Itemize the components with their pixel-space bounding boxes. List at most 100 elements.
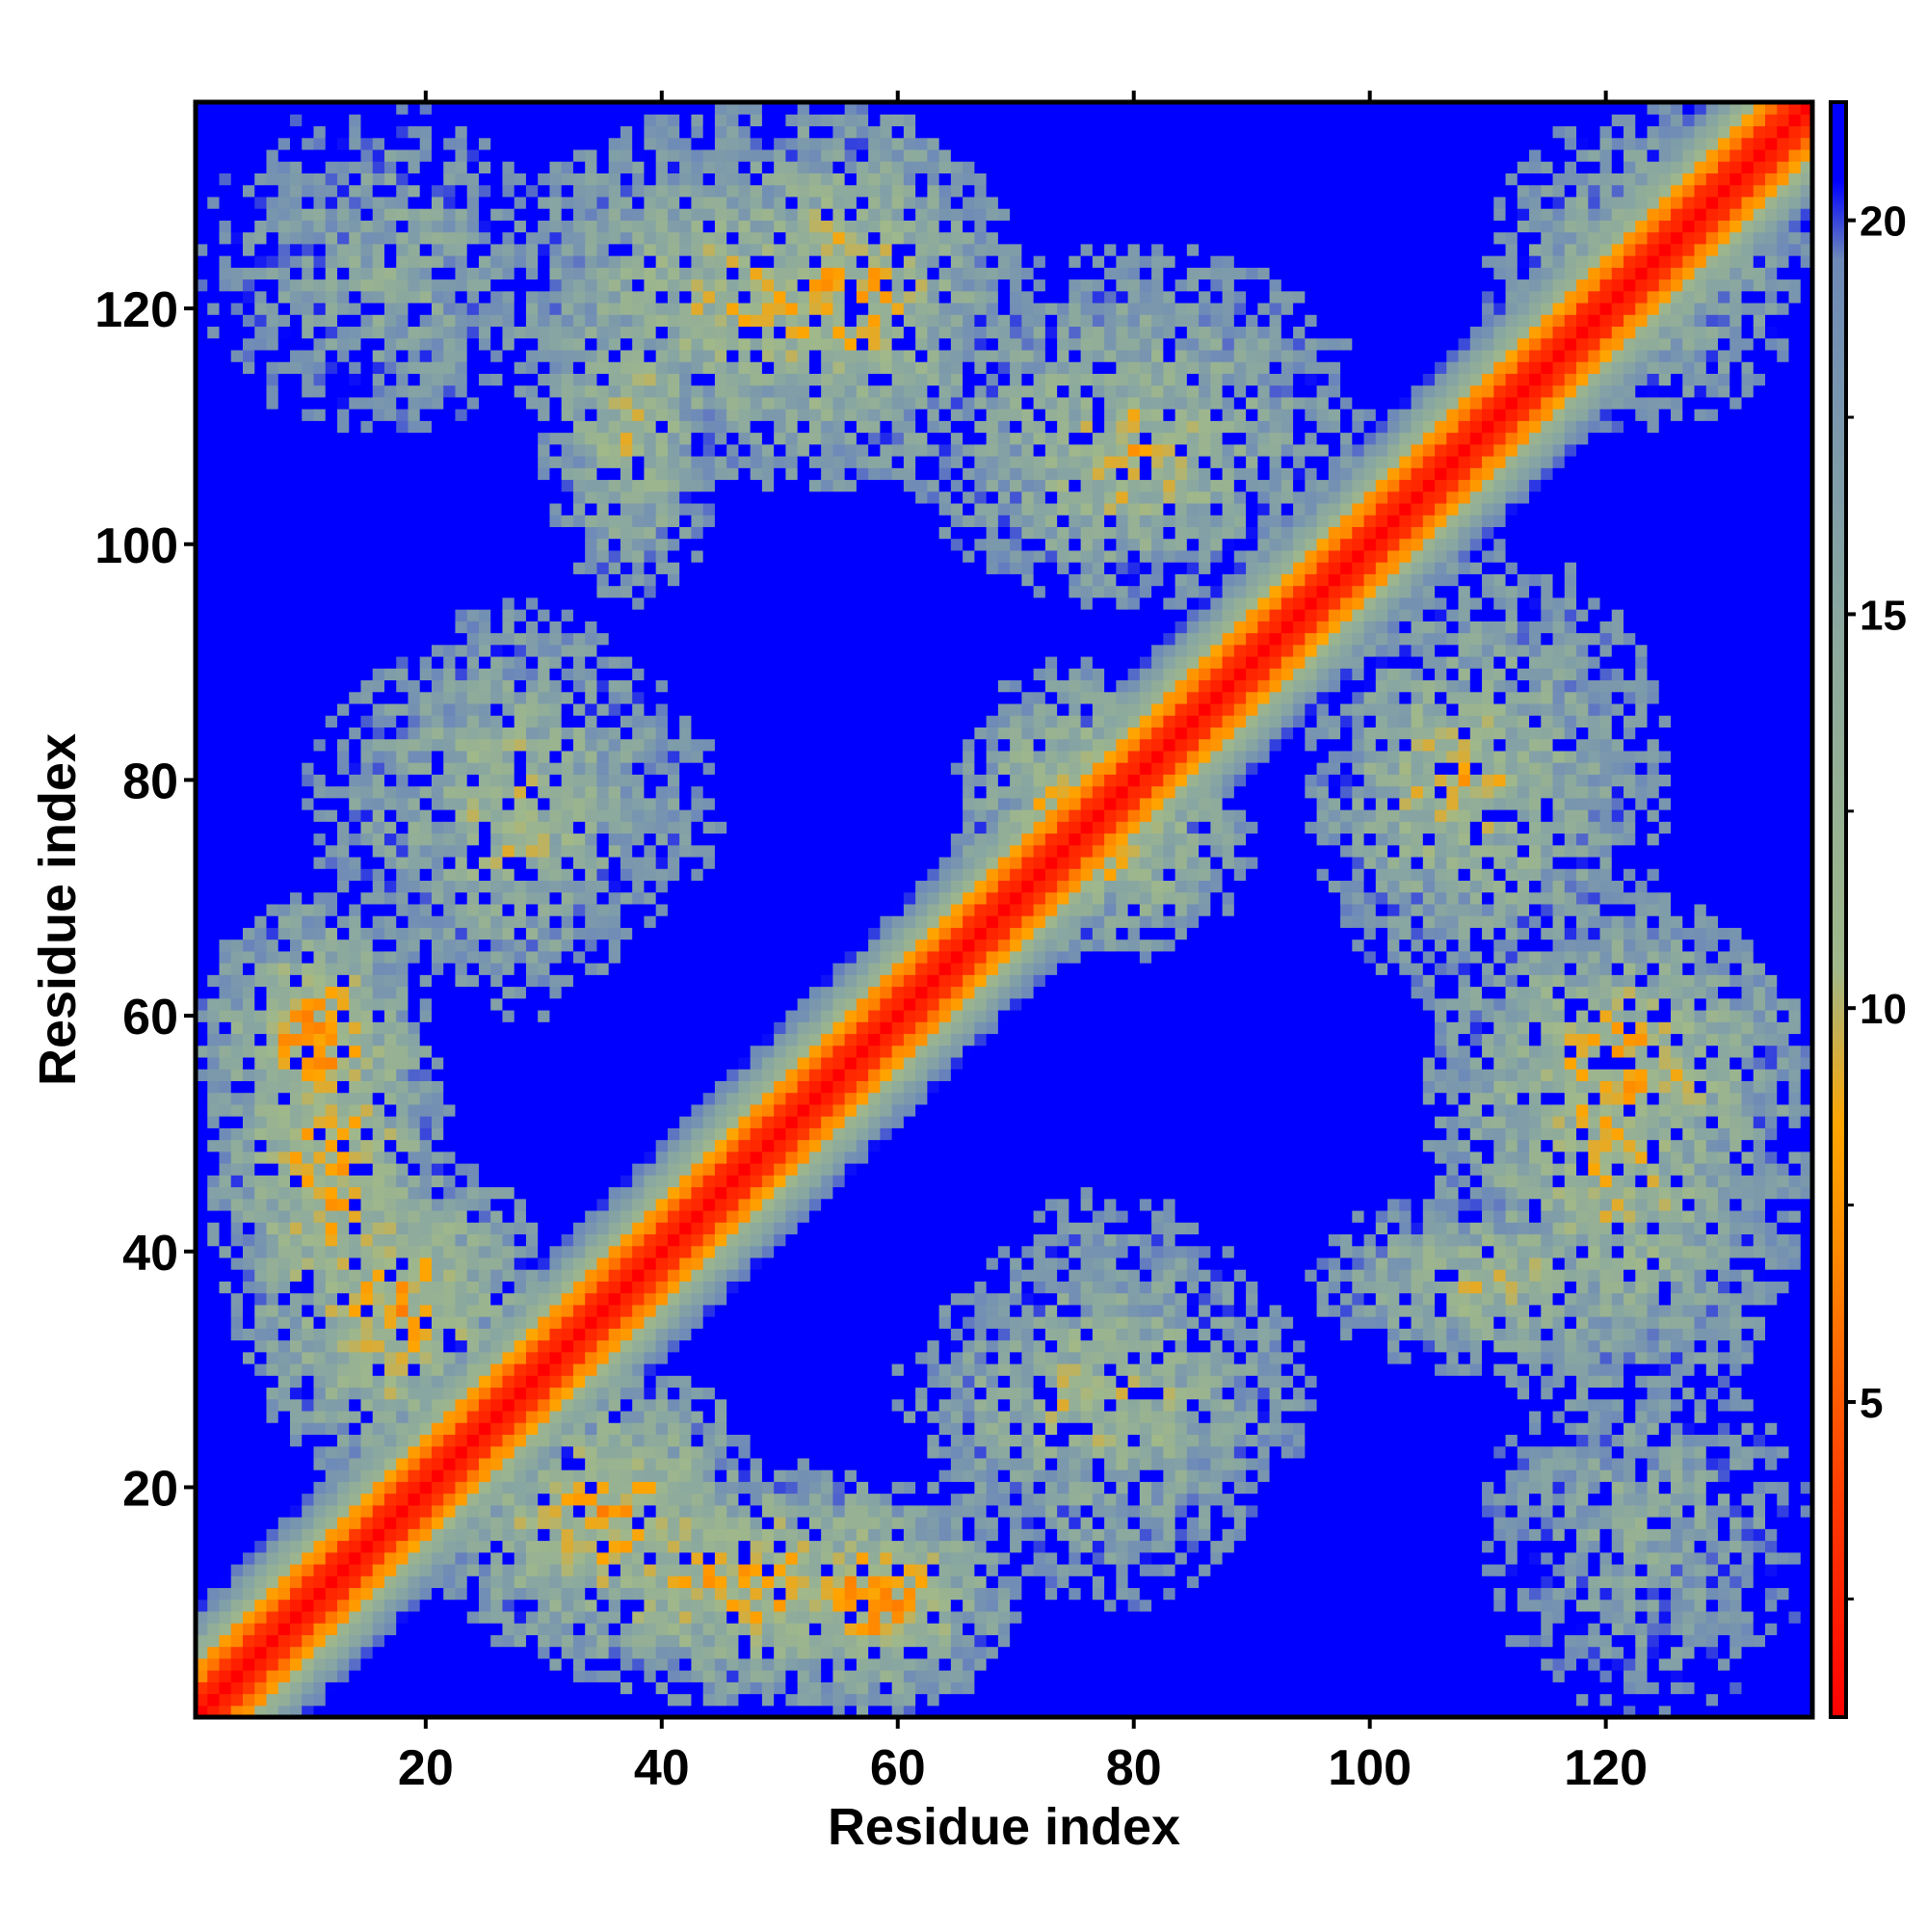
heatmap-cell [349,1517,361,1529]
heatmap-cell [360,303,373,315]
heatmap-cell [620,1387,633,1399]
heatmap-cell [326,1634,338,1647]
heatmap-cell [349,1469,361,1482]
heatmap-cell [585,1587,597,1600]
heatmap-cell [290,1363,303,1376]
heatmap-cell [408,232,420,245]
heatmap-cell [573,963,586,975]
heatmap-cell [207,515,220,527]
heatmap-cell [585,373,597,385]
heatmap-cell [549,562,562,574]
heatmap-cell [490,974,503,987]
heatmap-cell [337,1446,350,1459]
heatmap-cell [373,526,385,539]
heatmap-cell [596,125,609,138]
heatmap-cell [349,998,361,1011]
heatmap-cell [490,1257,503,1270]
heatmap-cell [538,1528,550,1541]
heatmap-cell [432,857,444,869]
heatmap-cell [384,291,397,304]
heatmap-cell [562,845,574,858]
heatmap-cell [290,1458,303,1470]
heatmap-cell [596,1587,609,1600]
heatmap-cell [278,1670,291,1682]
heatmap-cell [313,1469,326,1482]
heatmap-cell [585,361,597,374]
heatmap-cell [326,491,338,504]
heatmap-cell [549,1564,562,1576]
heatmap-cell [326,1010,338,1022]
heatmap-cell [220,1257,232,1270]
heatmap-cell [373,868,385,881]
heatmap-cell [243,1681,255,1694]
heatmap-cell [562,998,574,1011]
heatmap-cell [515,586,527,598]
heatmap-cell [220,927,232,940]
heatmap-cell [490,1328,503,1340]
heatmap-cell [254,361,267,374]
heatmap-cell [373,1210,385,1223]
heatmap-cell [573,1233,586,1246]
heatmap-cell [408,1116,420,1128]
heatmap-cell [562,1528,574,1541]
heatmap-cell [443,125,456,138]
heatmap-cell [443,1316,456,1329]
heatmap-cell [573,1494,586,1506]
heatmap-cell [562,1469,574,1482]
heatmap-cell [455,444,467,457]
heatmap-cell [490,621,503,633]
heatmap-cell [562,385,574,398]
heatmap-cell [207,1611,220,1624]
heatmap-cell [313,1305,326,1317]
heatmap-cell [526,1045,539,1058]
heatmap-cell [585,1057,597,1070]
heatmap-cell [408,350,420,362]
heatmap-cell [384,1140,397,1152]
heatmap-cell [620,1411,633,1423]
heatmap-cell [243,1233,255,1246]
heatmap-cell [290,1293,303,1306]
heatmap-cell [479,1670,491,1682]
heatmap-cell [432,1505,444,1518]
heatmap-cell [313,1587,326,1600]
heatmap-cell [432,751,444,763]
heatmap-cell [337,1010,350,1022]
heatmap-cell [526,385,539,398]
heatmap-cell [220,420,232,433]
heatmap-cell [455,503,467,516]
heatmap-cell [384,1116,397,1128]
heatmap-cell [443,633,456,646]
heatmap-cell [254,1305,267,1317]
heatmap-cell [467,1587,480,1600]
heatmap-cell [596,1505,609,1518]
heatmap-cell [313,963,326,975]
heatmap-cell [408,314,420,327]
heatmap-cell [467,1611,480,1624]
heatmap-cell [538,727,550,739]
heatmap-cell [313,562,326,574]
heatmap-cell [538,739,550,752]
heatmap-cell [490,739,503,752]
heatmap-cell [609,1634,621,1647]
heatmap-cell [266,1670,278,1682]
heatmap-cell [420,1494,433,1506]
heatmap-cell [455,904,467,916]
heatmap-cell [515,727,527,739]
heatmap-cell [326,267,338,279]
heatmap-cell [538,397,550,410]
heatmap-cell [326,845,338,858]
heatmap-cell [408,727,420,739]
heatmap-cell [408,244,420,256]
heatmap-cell [596,1175,609,1187]
heatmap-cell [585,1647,597,1659]
heatmap-cell [562,397,574,410]
heatmap-cell [585,1163,597,1176]
heatmap-cell [243,338,255,351]
heatmap-cell [420,915,433,928]
heatmap-cell [455,197,467,209]
heatmap-cell [502,1434,515,1446]
heatmap-cell [455,326,467,338]
heatmap-cell [549,809,562,822]
heatmap-cell [326,633,338,646]
heatmap-cell [515,1481,527,1494]
